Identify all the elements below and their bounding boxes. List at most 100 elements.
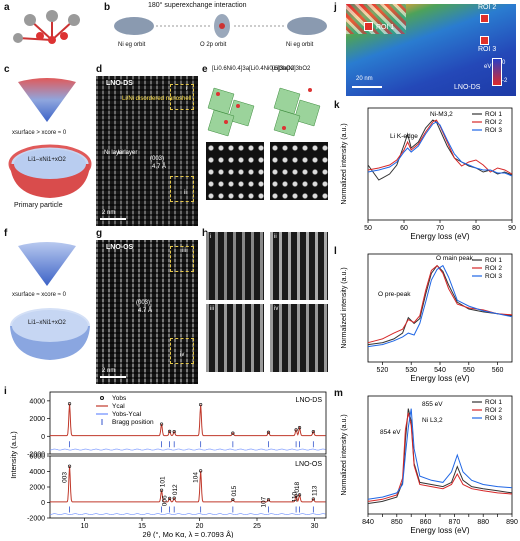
panel-label-i: i xyxy=(4,386,7,397)
xrd-bottom-yobs-point-5 xyxy=(231,497,235,502)
xrd-bottom-hkl-3: 012 xyxy=(172,484,179,495)
k-xtick-label-0: 50 xyxy=(364,225,372,232)
colorbar xyxy=(492,58,502,86)
formula-f: Li1–xNi1+xO2 xyxy=(28,320,66,326)
roi-iii-label: iii xyxy=(182,248,186,254)
k-series-3 xyxy=(367,121,513,177)
xrd-xtick-label-0: 10 xyxy=(81,523,89,530)
xrd-xtick-label-1: 15 xyxy=(138,523,146,530)
l-series-2 xyxy=(367,264,513,344)
xrd-bottom-ytick-label-3: 4000 xyxy=(29,469,45,476)
xrd-bottom-yobs-point-7 xyxy=(294,494,298,498)
xrd-legend-label-2: Yobs-Ycal xyxy=(112,411,142,418)
tile-iv-label: iv xyxy=(274,306,279,312)
l-xtick-label-3: 550 xyxy=(463,367,475,374)
xrd-bottom-tag: LNO-OS xyxy=(295,461,322,468)
primary-particle-c xyxy=(8,144,92,198)
eels-li-ni-chart: 50 60 70 80 90 Energy loss (eV) Normalized int… xyxy=(341,107,516,241)
l-xtick-label-0: 520 xyxy=(377,367,389,374)
xrd-top-yobs-point-0 xyxy=(67,402,72,406)
panel-label-c: c xyxy=(4,64,10,75)
roi2-marker xyxy=(480,14,489,23)
l-xtick-label-4: 560 xyxy=(492,367,504,374)
orbital-illustration xyxy=(114,14,327,38)
xrd-bottom-hkl-2: 006 xyxy=(162,495,169,506)
roi1-marker xyxy=(364,22,373,31)
zoom-tile-i xyxy=(206,232,264,300)
xrd-bottom-yobs-point-8 xyxy=(297,493,302,497)
m-legend-label-1: ROI 1 xyxy=(485,399,502,406)
xrd-bottom-hkl-8: 110 xyxy=(292,492,299,503)
roi3-marker xyxy=(480,36,489,45)
xrd-bottom-ytick-label-2: 2000 xyxy=(29,485,45,492)
k-legend-label-1: ROI 1 xyxy=(485,111,502,118)
xrd-bottom-hkl-7: 018 xyxy=(294,481,301,492)
xrd-xtick-label-4: 30 xyxy=(311,523,319,530)
roi1-label: ROI 1 xyxy=(376,24,395,31)
panel-label-m: m xyxy=(334,388,343,399)
l-ylabel: Normalized intensity (a.u.) xyxy=(341,267,348,348)
xrd-bottom-yobs-point-2 xyxy=(168,496,172,500)
crystal-structure-models xyxy=(207,87,321,137)
m-legend-label-2: ROI 2 xyxy=(485,407,502,414)
k-xtick-label-1: 60 xyxy=(400,225,408,232)
xrd-bottom-hkl-6: 107 xyxy=(261,496,268,507)
xrd-bottom-hkl-1: 101 xyxy=(160,476,167,487)
xrd-top-yobs-point-9 xyxy=(311,429,315,434)
li-layer-label: Li layer xyxy=(118,150,138,156)
xrd-xtick-label-2: 20 xyxy=(196,523,204,530)
xrd-bottom-diff-line xyxy=(49,513,326,515)
roi-box-iii xyxy=(170,246,194,272)
m-ylabel: Normalized intensity (a.u.) xyxy=(341,414,348,495)
panel-label-d: d xyxy=(96,64,103,75)
xrd-bottom-yobs-point-0 xyxy=(67,464,72,468)
k-xtick-label-3: 80 xyxy=(472,225,480,232)
m-legend-label-3: ROI 3 xyxy=(485,415,502,422)
xrd-top-yobs-point-4 xyxy=(199,402,203,407)
plane-label-d: (003) xyxy=(150,156,165,162)
roi3-label: ROI 3 xyxy=(478,46,497,53)
roi2-label: ROI 2 xyxy=(478,4,497,11)
k-xlabel: Energy loss (eV) xyxy=(410,232,469,241)
xrd-top-yobs-point-2 xyxy=(168,429,172,433)
xrd-bottom-yobs-point-1 xyxy=(159,488,164,492)
panel-label-f: f xyxy=(4,228,8,239)
m-xtick-label-10: 890 xyxy=(506,519,518,526)
scale-label-j: 20 nm xyxy=(356,76,373,82)
xrd-top-yobs-point-7 xyxy=(294,428,298,432)
xrd-bottom-yobs-point-3 xyxy=(172,496,176,500)
xrd-xlabel: 2θ (°, Mo Kα, λ = 0.7093 Å) xyxy=(143,530,234,538)
xrd-bottom-hkl-9: 113 xyxy=(311,485,318,496)
roi-i-label: i xyxy=(186,86,188,92)
m-xlabel: Energy loss (eV) xyxy=(410,526,469,535)
tag-lno-os: LNO-OS xyxy=(106,244,134,251)
eels-ni-l-chart: 840 850 860 870 880 890 Energy loss (eV) Normal… xyxy=(341,395,518,535)
ni-o-structure-illustration xyxy=(13,10,80,44)
xrd-bottom-hkl-0: 003 xyxy=(62,472,69,483)
m-xtick-label-2: 850 xyxy=(391,519,403,526)
roi-box-i xyxy=(170,84,194,110)
spacing-label-g: 4.7 Å xyxy=(138,308,153,314)
k-annotation-0: Li K-edge xyxy=(390,133,418,140)
k-legend-label-2: ROI 2 xyxy=(485,119,502,126)
xrd-bottom-hkl-5: 015 xyxy=(231,485,238,496)
xrd-xtick-label-3: 25 xyxy=(253,523,261,530)
structure-formula-right: [Li]3a[Ni]3bO2 xyxy=(272,66,311,72)
simulated-image-right xyxy=(270,142,328,200)
xrd-bottom-ytick-label-1: 0 xyxy=(41,500,45,507)
xrd-bottom-hkl-4: 104 xyxy=(193,472,200,483)
roi-box-ii xyxy=(170,176,194,202)
l-legend-label-2: ROI 2 xyxy=(485,265,502,272)
xrd-top-ytick-label-2: 2000 xyxy=(29,416,45,423)
xrd-bottom-ytick-label-4: 6000 xyxy=(29,454,45,461)
xrd-bottom-yobs-point-4 xyxy=(199,469,203,473)
m-annotation-2: Ni L3,2 xyxy=(422,417,443,424)
orbit-label-1: Ni eg orbit xyxy=(118,42,146,48)
xrd-bottom-ytick-label-0: -2000 xyxy=(27,516,45,523)
xrd-top-ytick-label-3: 4000 xyxy=(29,398,45,405)
l-legend-label-1: ROI 1 xyxy=(485,257,502,264)
m-xtick-label-0: 840 xyxy=(362,519,374,526)
m-xtick-label-4: 860 xyxy=(420,519,432,526)
superexchange-title: 180° superexchange interaction xyxy=(148,2,247,9)
particle-sector-f xyxy=(18,242,76,286)
